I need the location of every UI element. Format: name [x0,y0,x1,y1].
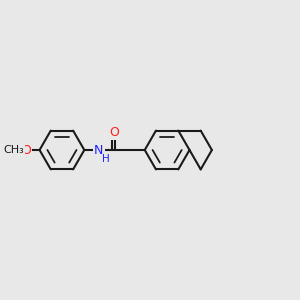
Text: H: H [102,154,110,164]
Text: O: O [21,143,31,157]
Text: CH₃: CH₃ [3,145,24,155]
Text: N: N [94,143,104,157]
Text: O: O [110,125,119,139]
